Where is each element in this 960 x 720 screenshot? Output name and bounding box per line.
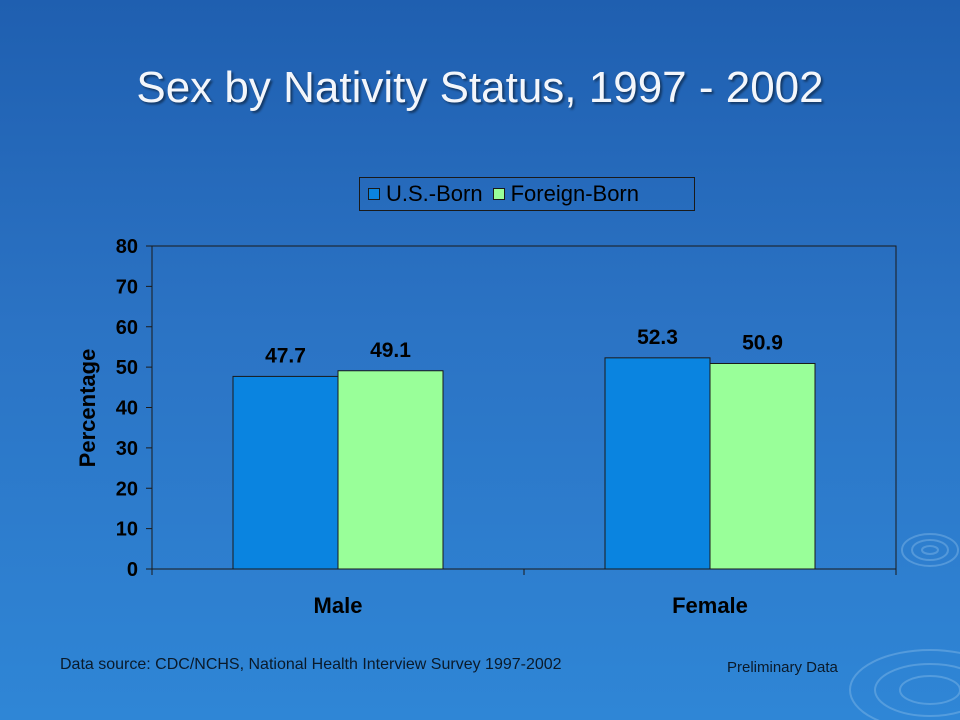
legend-swatch-us-born bbox=[368, 188, 380, 200]
slide-title: Sex by Nativity Status, 1997 - 2002 bbox=[136, 63, 824, 112]
y-tick-label: 0 bbox=[127, 559, 138, 581]
bar-foreign-born-male bbox=[337, 370, 444, 570]
ripple-decoration bbox=[849, 533, 960, 720]
bar-foreign-born-female bbox=[709, 362, 816, 570]
bar-u-s-born-female bbox=[604, 357, 711, 570]
legend: U.S.-Born Foreign-Born bbox=[359, 177, 695, 211]
legend-item-us-born: U.S.-Born bbox=[368, 181, 483, 207]
y-tick-label: 80 bbox=[116, 236, 138, 258]
data-label: 49.1 bbox=[370, 339, 411, 362]
y-tick-label: 20 bbox=[116, 478, 138, 500]
legend-item-foreign-born: Foreign-Born bbox=[492, 181, 639, 207]
y-tick-label: 40 bbox=[116, 398, 138, 420]
y-tick-label: 30 bbox=[116, 438, 138, 460]
bar-u-s-born-male bbox=[232, 375, 339, 570]
legend-swatch-foreign-born bbox=[492, 188, 505, 200]
y-tick-label: 60 bbox=[116, 317, 138, 339]
x-category-label: Male bbox=[314, 593, 363, 618]
x-category-label: Female bbox=[672, 593, 748, 618]
y-tick-label: 70 bbox=[116, 276, 138, 298]
legend-label-us-born: U.S.-Born bbox=[386, 181, 483, 206]
y-tick-label: 10 bbox=[116, 519, 138, 541]
y-axis-label: Percentage bbox=[75, 349, 100, 468]
y-tick-label: 50 bbox=[116, 357, 138, 379]
legend-label-foreign-born: Foreign-Born bbox=[510, 181, 639, 206]
data-label: 47.7 bbox=[265, 344, 306, 367]
data-label: 50.9 bbox=[742, 331, 783, 354]
data-source-note: Data source: CDC/NCHS, National Health I… bbox=[60, 656, 562, 673]
data-label: 52.3 bbox=[637, 326, 678, 349]
preliminary-note: Preliminary Data bbox=[727, 659, 838, 676]
